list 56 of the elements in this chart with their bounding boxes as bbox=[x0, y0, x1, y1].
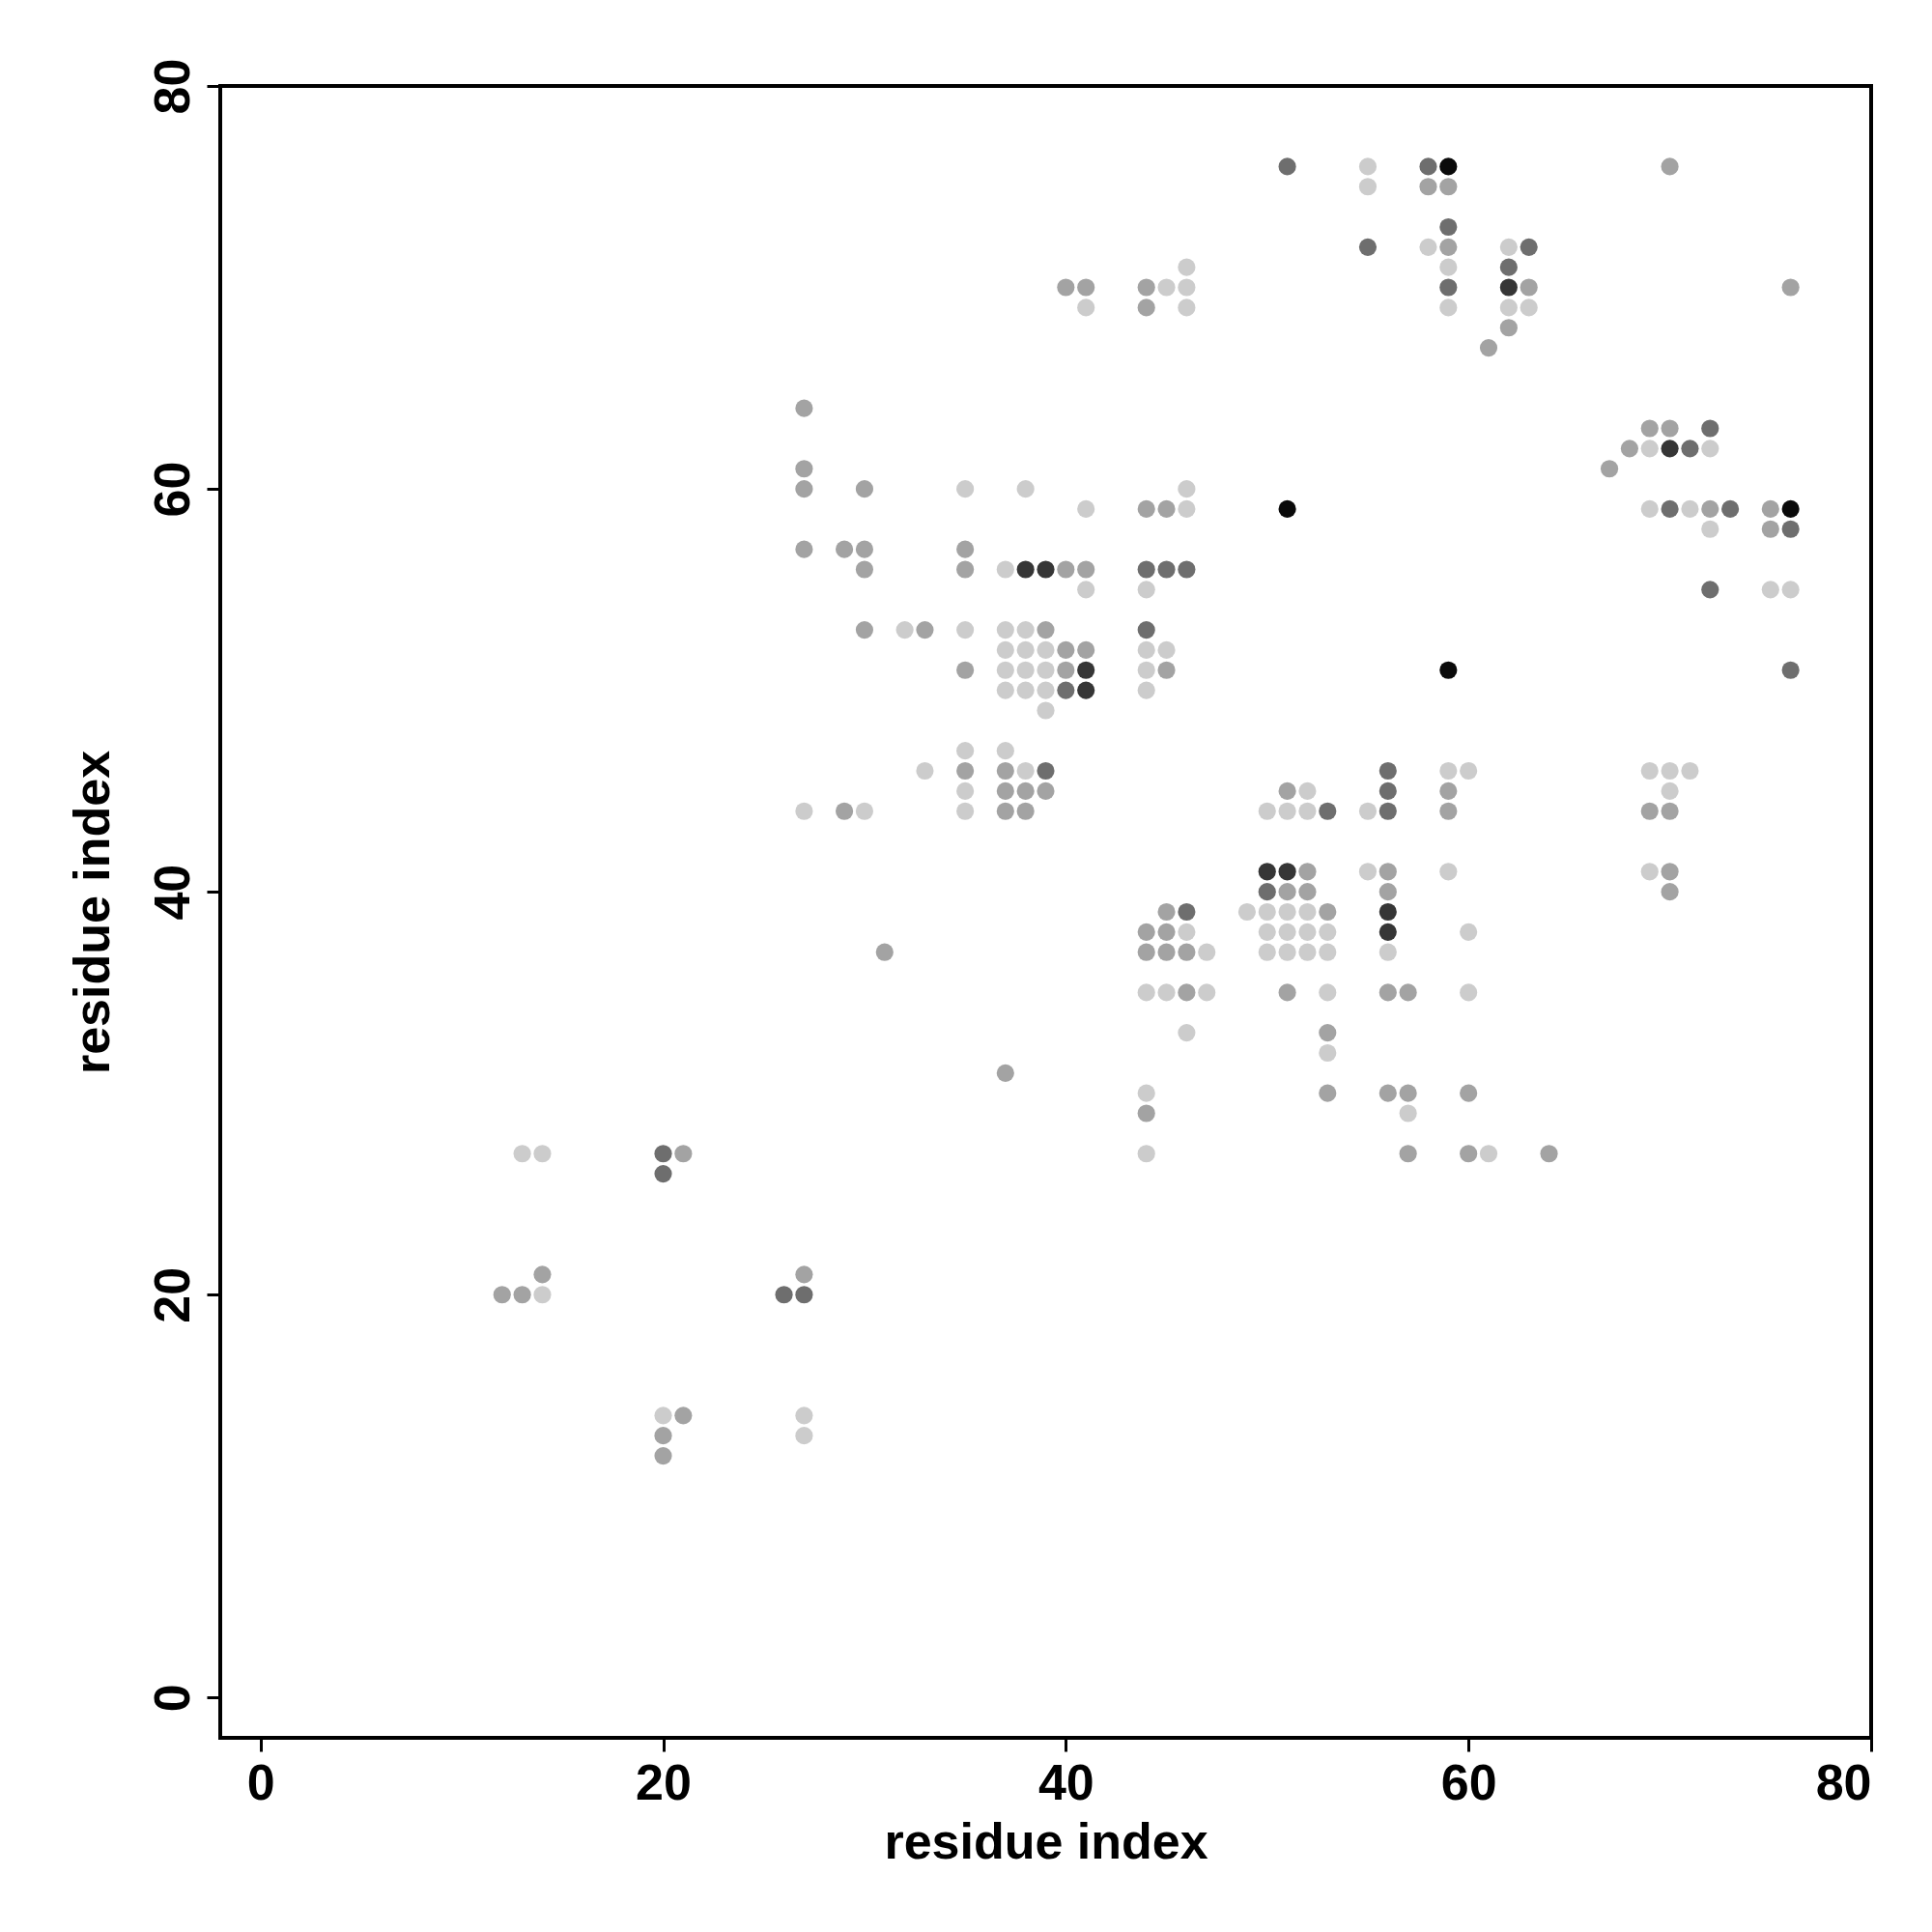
point bbox=[1661, 440, 1679, 458]
point bbox=[1137, 560, 1155, 579]
point bbox=[1378, 781, 1397, 800]
point bbox=[1157, 560, 1176, 579]
point bbox=[1701, 581, 1719, 599]
x-tick-label: 60 bbox=[1440, 1753, 1497, 1810]
y-tick-label: 60 bbox=[143, 461, 200, 518]
point bbox=[1178, 560, 1196, 579]
point bbox=[1077, 681, 1095, 699]
point bbox=[1701, 419, 1719, 438]
x-axis-title: residue index bbox=[884, 1812, 1208, 1869]
point bbox=[795, 1286, 813, 1304]
point bbox=[1037, 761, 1055, 781]
point bbox=[1721, 499, 1740, 518]
point bbox=[1439, 217, 1458, 237]
x-tick-label: 0 bbox=[246, 1753, 275, 1810]
point bbox=[1378, 902, 1397, 922]
point bbox=[1278, 157, 1296, 176]
point bbox=[1781, 520, 1800, 538]
point bbox=[654, 1165, 672, 1183]
point bbox=[1520, 238, 1538, 256]
point bbox=[1439, 157, 1458, 176]
point bbox=[1419, 157, 1437, 176]
point bbox=[1499, 278, 1518, 297]
point bbox=[1781, 661, 1800, 679]
point bbox=[1137, 620, 1155, 639]
point bbox=[1439, 278, 1458, 297]
x-tick-label: 80 bbox=[1815, 1753, 1872, 1810]
y-tick-label: 40 bbox=[143, 864, 200, 921]
y-tick-label: 80 bbox=[143, 58, 200, 115]
point bbox=[1037, 560, 1055, 579]
point bbox=[1278, 499, 1296, 518]
point bbox=[1278, 863, 1296, 881]
y-tick-label: 0 bbox=[143, 1684, 200, 1713]
point bbox=[1057, 681, 1075, 699]
y-axis-title: residue index bbox=[63, 750, 120, 1075]
point bbox=[1661, 499, 1679, 518]
point bbox=[1378, 761, 1397, 781]
point bbox=[1178, 902, 1196, 922]
point bbox=[1016, 560, 1035, 579]
point bbox=[1319, 802, 1337, 820]
point bbox=[1258, 883, 1276, 901]
point bbox=[1358, 238, 1378, 256]
point bbox=[775, 1286, 793, 1304]
point bbox=[1077, 661, 1095, 679]
point bbox=[1681, 440, 1699, 458]
x-tick-label: 40 bbox=[1037, 1753, 1094, 1810]
point bbox=[1781, 499, 1800, 518]
point bbox=[1439, 661, 1458, 679]
point bbox=[1378, 923, 1397, 941]
x-tick-label: 20 bbox=[636, 1753, 692, 1810]
y-tick-label: 20 bbox=[143, 1266, 200, 1323]
point bbox=[1499, 258, 1518, 276]
point bbox=[1258, 863, 1276, 881]
point bbox=[1378, 802, 1397, 820]
point bbox=[654, 1145, 672, 1163]
